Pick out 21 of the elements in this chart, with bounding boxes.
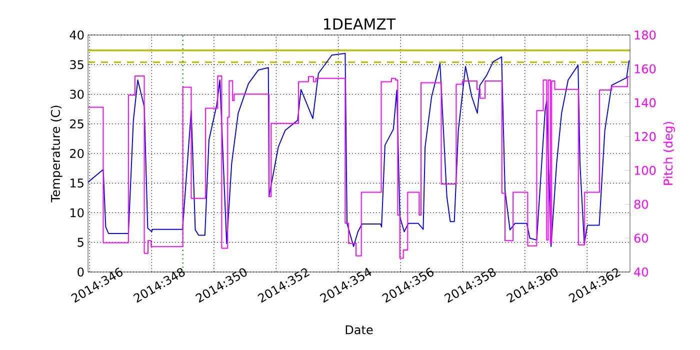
y-tick-label: 30 — [70, 90, 84, 99]
y2-tick-label: 120 — [634, 132, 656, 142]
x-axis-title: Date — [346, 325, 373, 334]
y2-tick-label: 100 — [634, 166, 656, 175]
y-tick-label: 40 — [70, 30, 84, 40]
y-tick-label: 20 — [70, 148, 84, 158]
y2-tick-label: 40 — [634, 267, 648, 277]
y2-tick-label: 80 — [634, 200, 648, 209]
y2-tick-label: 60 — [634, 234, 648, 243]
y2-tick-label: 140 — [634, 98, 656, 108]
y-tick-label: 5 — [78, 238, 84, 247]
y-tick-label: 25 — [70, 119, 84, 128]
y-axis-title: Temperature (C) — [50, 106, 62, 202]
chart-title: 1DEAMZT — [324, 18, 396, 30]
y2-axis-title: Pitch (deg) — [663, 122, 675, 185]
y2-tick-label: 180 — [634, 30, 656, 40]
y-tick-label: 10 — [70, 208, 84, 218]
y-tick-label: 35 — [70, 60, 84, 70]
line-series — [88, 52, 630, 248]
y-tick-label: 15 — [70, 178, 84, 188]
y2-tick-label: 160 — [634, 64, 656, 74]
